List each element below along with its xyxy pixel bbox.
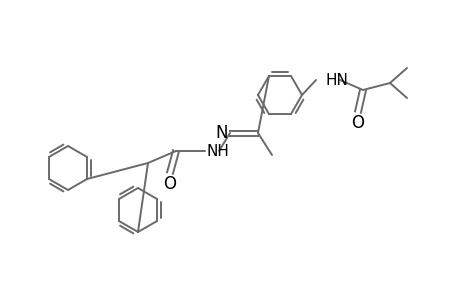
Text: NH: NH	[207, 143, 230, 158]
Text: O: O	[351, 114, 364, 132]
Text: N: N	[215, 124, 228, 142]
Text: O: O	[163, 175, 176, 193]
Text: HN: HN	[325, 73, 348, 88]
